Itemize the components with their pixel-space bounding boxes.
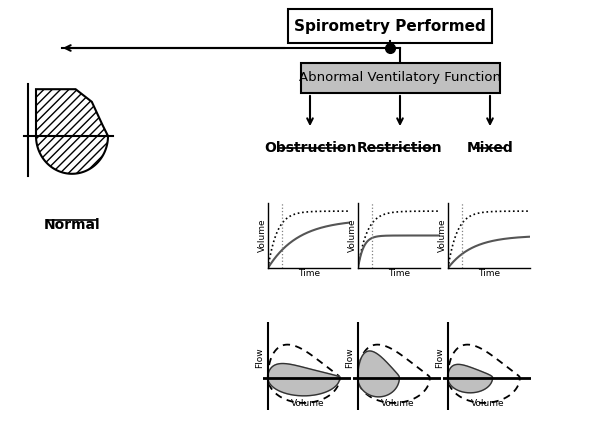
Y-axis label: Volume: Volume (258, 219, 267, 252)
FancyBboxPatch shape (288, 9, 492, 43)
X-axis label: Time: Time (388, 269, 410, 278)
Text: Restriction: Restriction (357, 141, 443, 155)
Text: Flow: Flow (255, 347, 264, 368)
Polygon shape (448, 364, 493, 393)
Text: Volume: Volume (471, 399, 504, 408)
Text: Volume: Volume (291, 399, 325, 408)
FancyBboxPatch shape (300, 63, 500, 93)
Text: Obstruction: Obstruction (264, 141, 356, 155)
Y-axis label: Volume: Volume (348, 219, 356, 252)
Text: Mixed: Mixed (467, 141, 513, 155)
Text: Spirometry Performed: Spirometry Performed (294, 18, 486, 34)
Polygon shape (36, 89, 108, 174)
X-axis label: Time: Time (298, 269, 320, 278)
Text: Flow: Flow (435, 347, 444, 368)
Text: Flow: Flow (345, 347, 354, 368)
Polygon shape (268, 363, 340, 396)
Text: Abnormal Ventilatory Function: Abnormal Ventilatory Function (299, 72, 501, 84)
Text: Volume: Volume (381, 399, 415, 408)
Y-axis label: Volume: Volume (438, 219, 447, 252)
X-axis label: Time: Time (478, 269, 500, 278)
Text: Normal: Normal (44, 218, 100, 232)
Polygon shape (358, 351, 399, 397)
